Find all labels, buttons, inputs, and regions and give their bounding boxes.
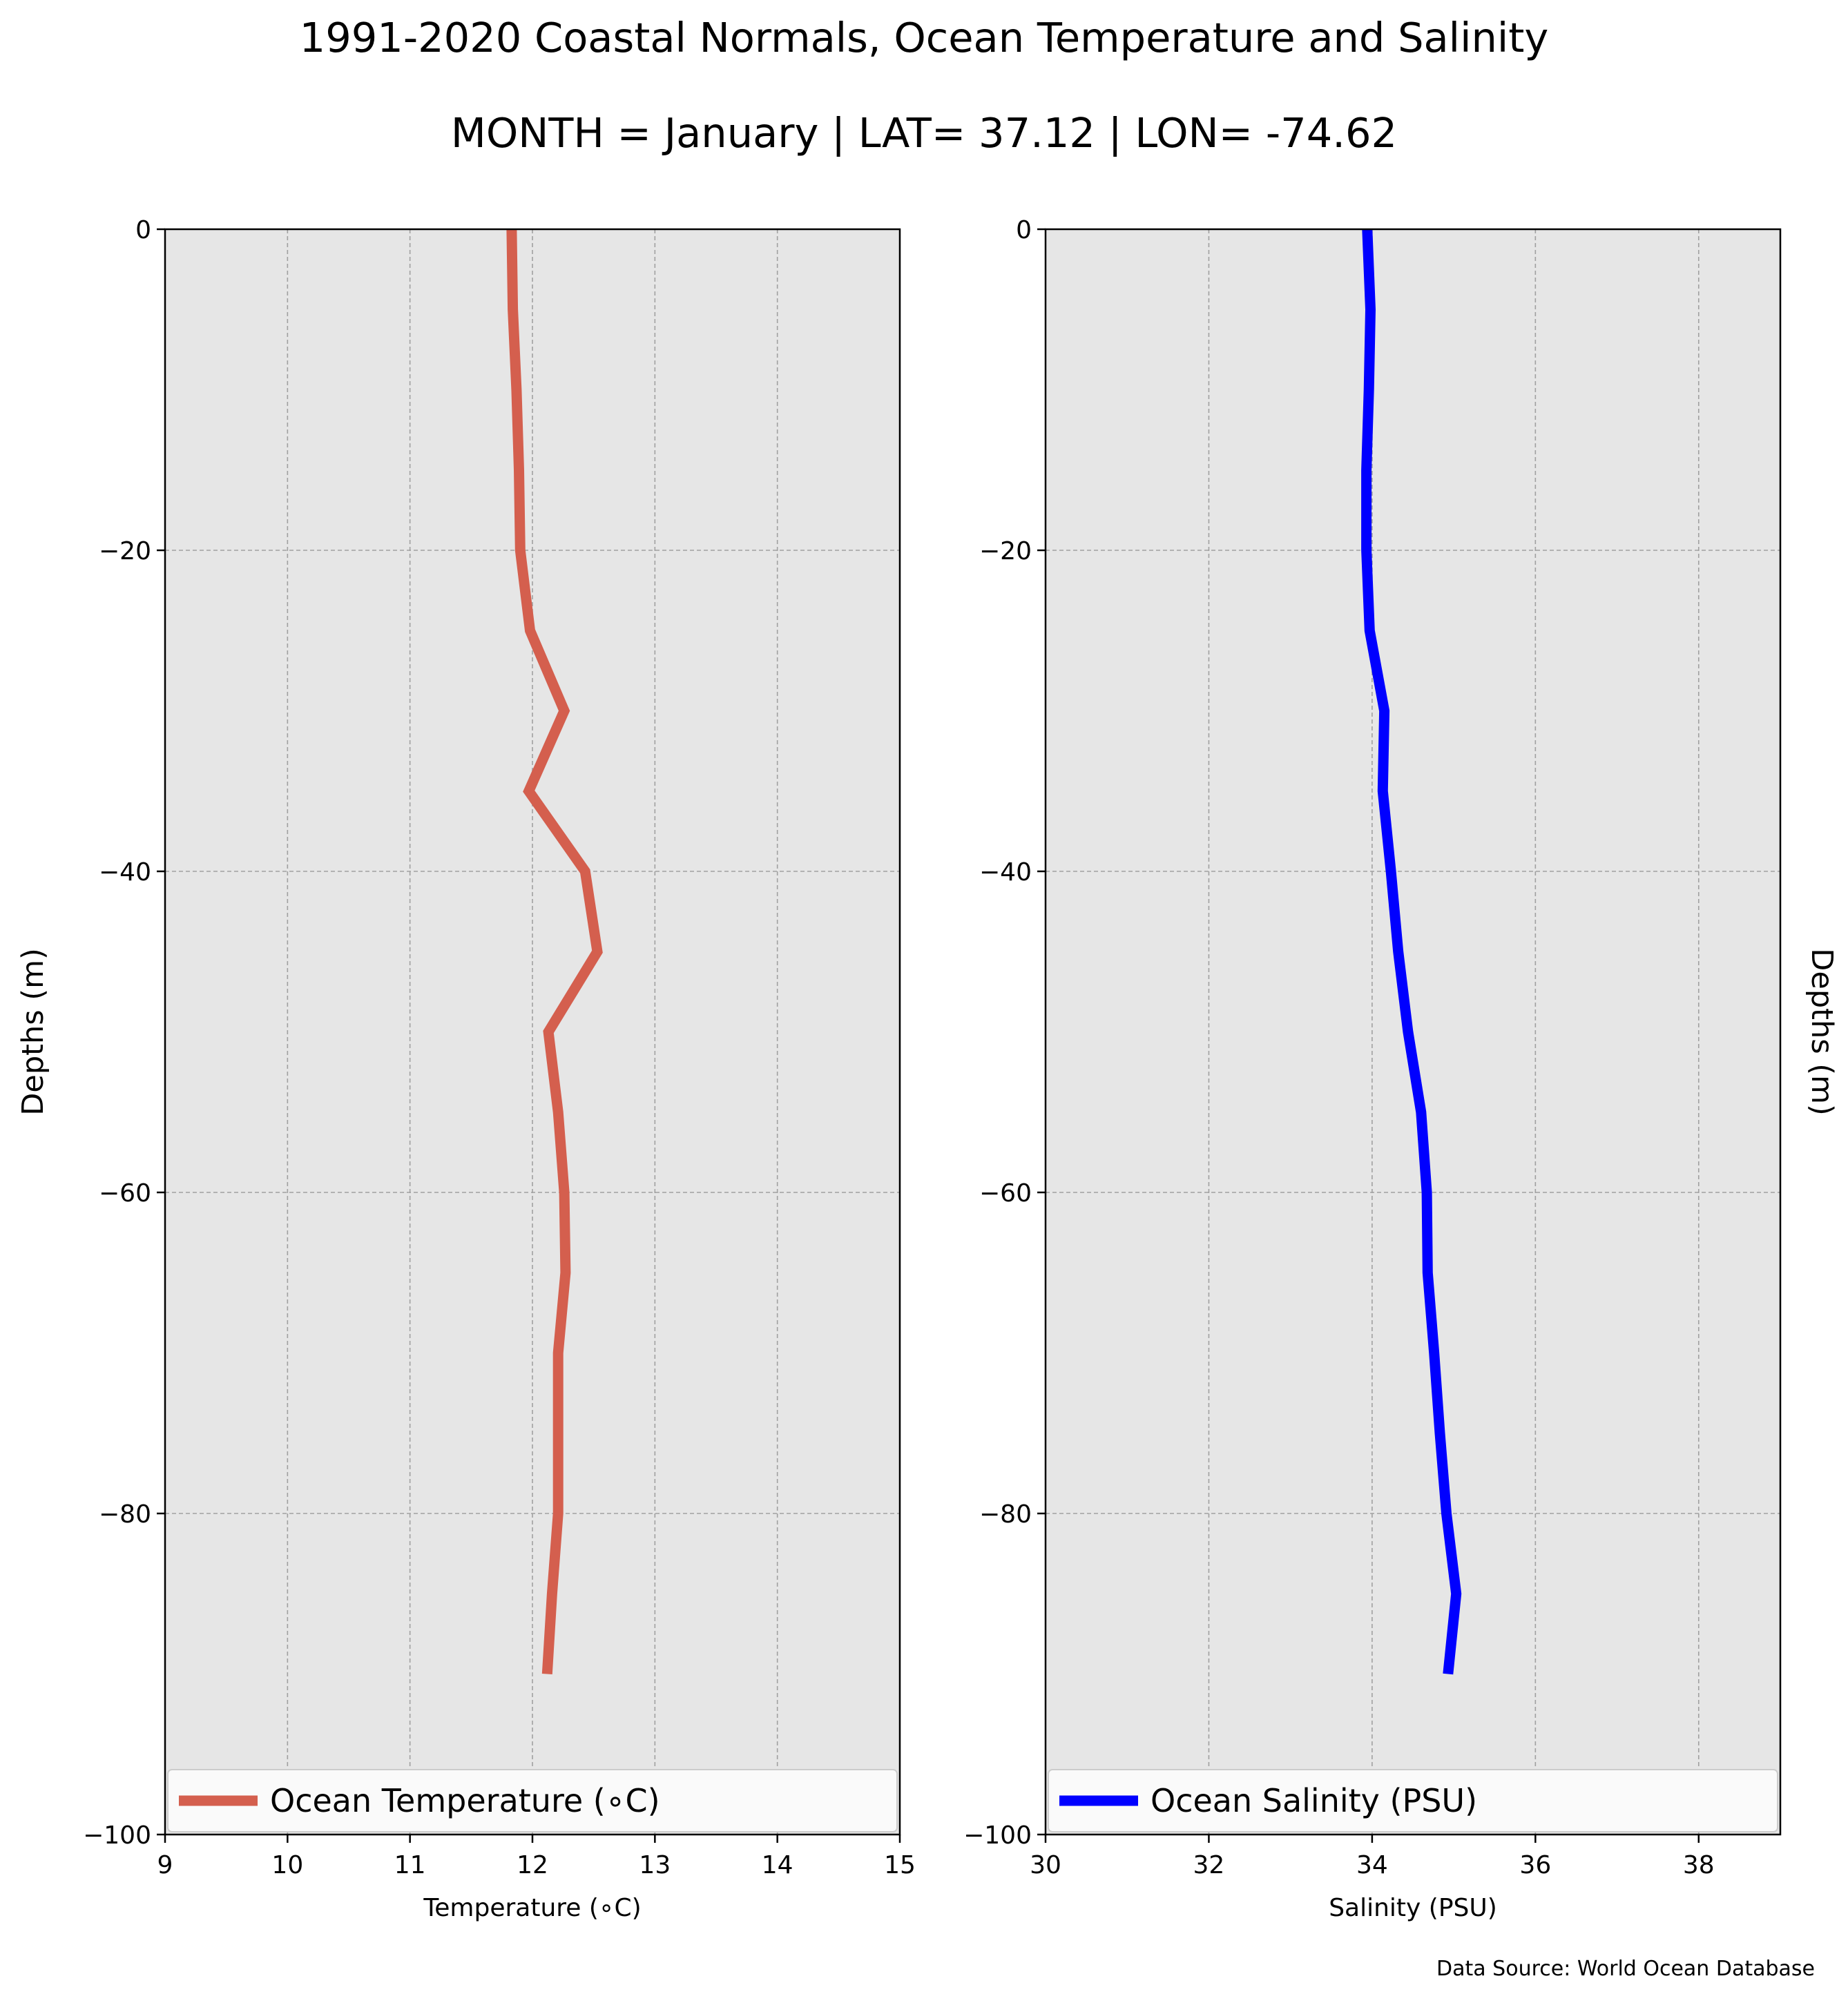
temperature-panel: Ocean Temperature (∘C) 9 10 11 12 13 14 15 0 −20 −… — [16, 216, 916, 1922]
legend-box — [1048, 1769, 1778, 1832]
x-tick-label: 38 — [1683, 1851, 1715, 1879]
x-tick-label: 34 — [1356, 1851, 1388, 1879]
x-axis-label: Salinity (PSU) — [1329, 1894, 1497, 1922]
x-tick-label: 30 — [1030, 1851, 1061, 1879]
x-axis-label: Temperature (∘C) — [423, 1894, 641, 1922]
legend-label: Ocean Salinity (PSU) — [1151, 1782, 1477, 1819]
legend-box — [167, 1769, 898, 1832]
x-tick-label: 13 — [639, 1851, 671, 1879]
x-tick-label: 15 — [884, 1851, 916, 1879]
y-tick-label: −80 — [99, 1500, 151, 1529]
y-tick-label: −40 — [99, 858, 151, 887]
x-tick-label: 32 — [1193, 1851, 1225, 1879]
chart-title: 1991-2020 Coastal Normals, Ocean Tempera… — [299, 14, 1549, 61]
y-tick-label: −80 — [979, 1500, 1032, 1529]
y-tick-label: −100 — [963, 1821, 1032, 1850]
y-tick-label: −60 — [99, 1179, 151, 1208]
y-axis-label: Depths (m) — [16, 948, 50, 1115]
legend-label: Ocean Temperature (∘C) — [270, 1782, 660, 1819]
x-tick-label: 36 — [1519, 1851, 1551, 1879]
y-tick-label: −20 — [979, 537, 1032, 565]
series-line — [1361, 229, 1462, 1675]
series-line — [506, 229, 603, 1674]
y-tick-label: 0 — [135, 216, 151, 244]
y-tick-label: −100 — [83, 1821, 151, 1850]
x-tick-label: 9 — [157, 1851, 173, 1879]
y-tick-label: −60 — [979, 1179, 1032, 1208]
axes-frame — [1044, 228, 1782, 1836]
y-tick-label: 0 — [1016, 216, 1032, 244]
x-tick-label: 11 — [394, 1851, 426, 1879]
salinity-panel: Ocean Salinity (PSU) 30 32 34 36 38 0 −20 −40 −60… — [963, 216, 1839, 1922]
y-tick-label: −40 — [979, 858, 1032, 887]
y-tick-label: −20 — [99, 537, 151, 565]
chart-subtitle: MONTH = January | LAT= 37.12 | LON= -74.… — [450, 109, 1398, 157]
x-tick-label: 10 — [271, 1851, 303, 1879]
data-source-note: Data Source: World Ocean Database — [1436, 1957, 1815, 1981]
x-tick-label: 12 — [517, 1851, 548, 1879]
y-axis-label: Depths (m) — [1804, 948, 1839, 1115]
x-tick-label: 14 — [762, 1851, 793, 1879]
